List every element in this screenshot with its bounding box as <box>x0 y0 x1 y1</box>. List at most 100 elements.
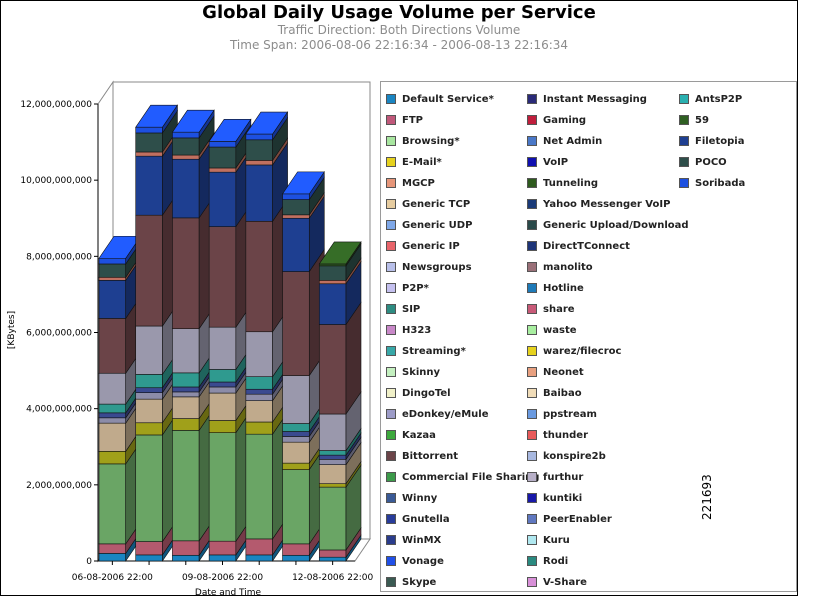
bar-segment <box>135 325 163 375</box>
x-tick-label: 09-08-2006 22:00 <box>182 573 263 583</box>
legend-label: Gnutella <box>402 513 450 525</box>
legend-label: P2P* <box>402 282 429 294</box>
bar-segment <box>135 126 163 134</box>
bar-segment <box>172 540 200 556</box>
bar-segment <box>135 392 163 400</box>
bar-segment <box>245 220 273 333</box>
bar-top <box>282 171 325 195</box>
legend-item: Soribada <box>679 176 745 190</box>
legend-item: H323 <box>386 323 431 337</box>
bar-top <box>208 119 252 142</box>
legend-swatch <box>679 157 689 167</box>
bar-segment <box>208 146 237 169</box>
legend-swatch <box>527 556 537 566</box>
bar-segment <box>318 265 347 281</box>
legend-label: MGCP <box>402 177 435 189</box>
bar-segment <box>245 554 273 562</box>
legend-swatch <box>386 409 396 419</box>
bar-segment <box>135 422 163 436</box>
stacked-bar-chart: 0 2,000,000,000 4,000,000,000 6,000,000,000… <box>7 80 373 598</box>
legend-item: MGCP <box>386 176 435 190</box>
legend-item: Default Service* <box>386 92 494 106</box>
legend-swatch <box>679 94 689 104</box>
bar-segment <box>318 483 347 488</box>
legend-label: Winny <box>402 492 438 504</box>
bar-segment <box>245 160 273 166</box>
legend-item: Gaming <box>527 113 586 127</box>
bar-segment <box>98 422 127 452</box>
bar-segment <box>172 386 200 393</box>
bar-segment <box>172 158 200 219</box>
bar-segment <box>318 280 347 285</box>
bar-top <box>318 241 362 265</box>
bar-segment <box>245 388 273 395</box>
legend-swatch <box>527 283 537 293</box>
bar-segment <box>282 469 310 545</box>
legend-swatch <box>527 94 537 104</box>
bar-segment <box>208 171 237 227</box>
legend-label: Baibao <box>543 387 582 399</box>
legend-swatch <box>527 451 537 461</box>
bar-segment <box>208 369 237 383</box>
legend-swatch <box>679 178 689 188</box>
legend-swatch <box>386 430 396 440</box>
legend-label: share <box>543 303 575 315</box>
legend-swatch <box>386 157 396 167</box>
bar-segment <box>135 398 163 424</box>
y-tick-label: 0 <box>86 557 92 567</box>
bar-segment <box>318 283 347 325</box>
legend-swatch <box>527 220 537 230</box>
bar-segment <box>135 541 163 556</box>
legend-label: Filetopia <box>695 135 745 147</box>
bar-segment <box>172 328 200 374</box>
legend-label: Generic UDP <box>402 219 473 231</box>
legend-label: Generic Upload/Download <box>543 219 689 231</box>
watermark-id: 221693 <box>700 474 714 520</box>
legend-item: Skinny <box>386 365 440 379</box>
legend-swatch <box>527 325 537 335</box>
legend-label: V-Share <box>543 576 587 588</box>
legend-swatch <box>386 346 396 356</box>
legend-item: Yahoo Messenger VoIP <box>527 197 670 211</box>
legend-swatch <box>679 115 689 125</box>
legend-label: thunder <box>543 429 589 441</box>
bar-segment <box>208 226 237 328</box>
bar-segment <box>208 420 237 433</box>
legend-item: P2P* <box>386 281 429 295</box>
bar-segment <box>98 451 127 465</box>
legend-swatch <box>386 304 396 314</box>
bar-segment <box>318 450 347 456</box>
bar-segment <box>245 139 273 161</box>
bar-segment <box>172 154 200 160</box>
legend-label: furthur <box>543 471 584 483</box>
legend-label: WinMX <box>402 534 442 546</box>
bar-segment <box>208 381 237 388</box>
legend-item: Net Admin <box>527 134 602 148</box>
bar-segment <box>245 538 273 556</box>
bar-segment <box>135 554 163 562</box>
bar-segment <box>135 214 163 327</box>
bar-segment <box>282 554 310 562</box>
bar-top <box>245 111 289 135</box>
bar-segment <box>208 540 237 556</box>
bar-segment <box>282 375 310 424</box>
bar-segment <box>245 164 273 222</box>
legend-swatch <box>386 388 396 398</box>
bar-segment <box>98 257 127 265</box>
bar-segment <box>172 554 200 562</box>
legend-item: Gnutella <box>386 512 450 526</box>
legend-label: Neonet <box>543 366 584 378</box>
bar-segment <box>172 418 200 431</box>
y-axis-title: [KBytes] <box>7 311 17 349</box>
legend-label: VoIP <box>543 156 569 168</box>
bar-segment <box>98 372 127 405</box>
legend-label: warez/filecroc <box>543 345 622 357</box>
bar-segment <box>245 331 273 377</box>
y-tick-label: 4,000,000,000 <box>26 405 92 415</box>
legend-label: Gaming <box>543 114 587 126</box>
legend-swatch <box>527 157 537 167</box>
legend-label: Kazaa <box>402 429 436 441</box>
bar-segment <box>245 421 273 435</box>
y-tick-label: 8,000,000,000 <box>26 252 92 262</box>
bar-top <box>171 109 215 133</box>
